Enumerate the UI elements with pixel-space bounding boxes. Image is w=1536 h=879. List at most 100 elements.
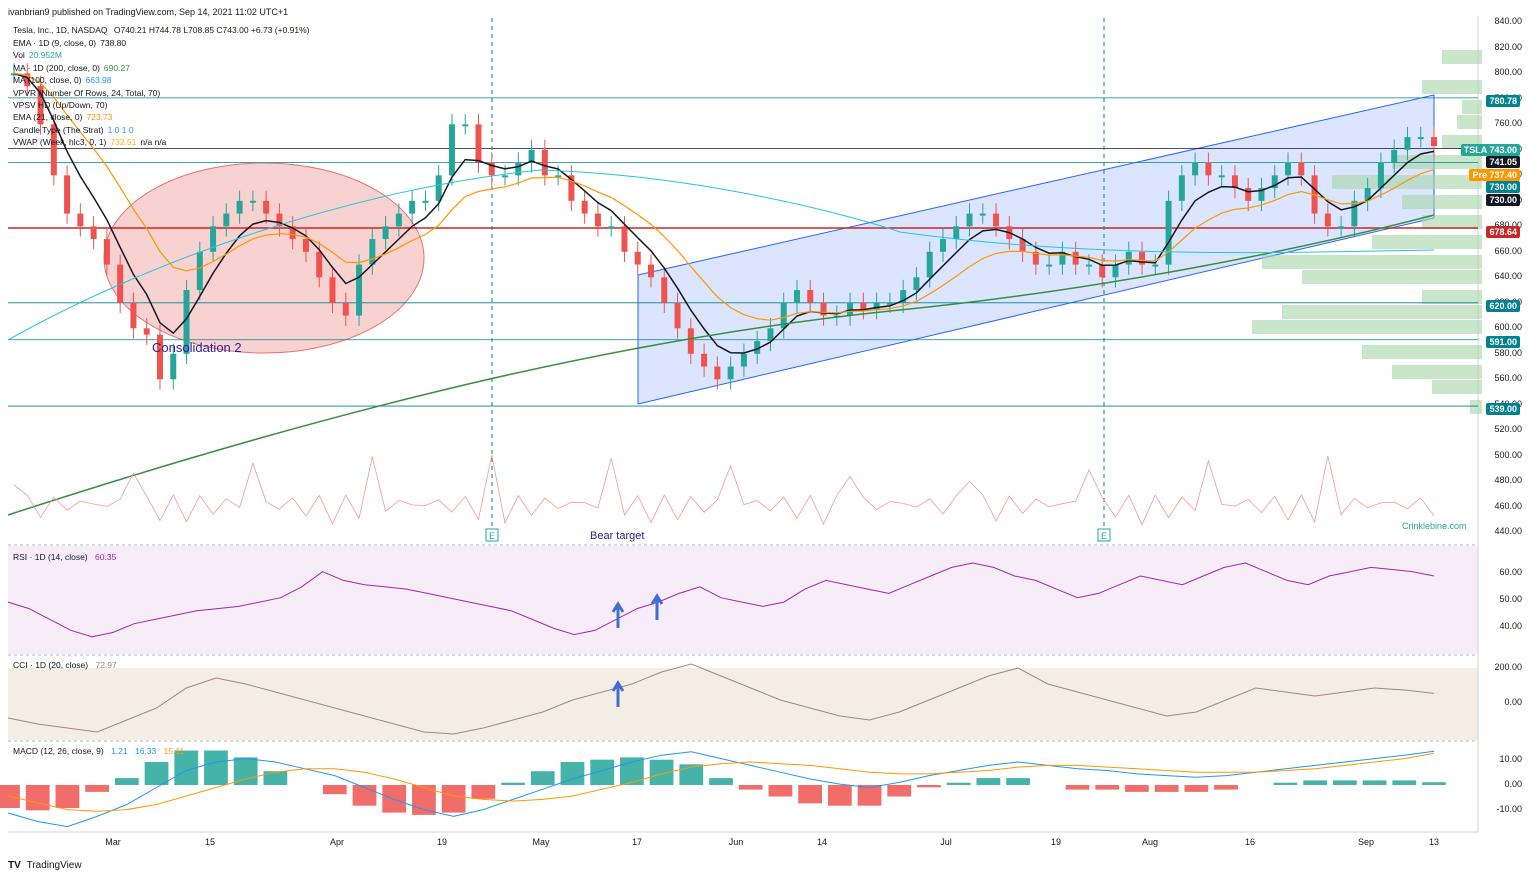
macd-histogram-bar xyxy=(1006,778,1030,785)
macd-histogram-bar xyxy=(114,778,139,785)
macd-histogram-bar xyxy=(1273,782,1298,785)
up-arrow-icon xyxy=(611,680,625,707)
legend-value: 663.98 xyxy=(85,75,112,86)
candle-body xyxy=(754,341,761,354)
macd-histogram-bar xyxy=(887,785,912,797)
candle-body xyxy=(183,290,190,354)
price-tick-label: 520.00 xyxy=(1494,424,1522,435)
candle-body xyxy=(409,200,416,214)
macd-histogram-bar xyxy=(798,785,823,804)
volume-profile-bar xyxy=(1422,80,1482,94)
legend-item[interactable]: MA · 1D (200, close, 0) 690.27 xyxy=(13,62,130,74)
macd-histogram-bar xyxy=(946,782,971,785)
candle-body xyxy=(555,175,562,178)
candle-body xyxy=(648,264,655,278)
legend-item[interactable]: VPSV HD (Up/Down, 70) xyxy=(13,99,111,111)
tradingview-brand[interactable]: TV TradingView xyxy=(8,860,82,871)
candle-body xyxy=(860,302,867,310)
candle-body xyxy=(1072,251,1079,265)
macd-histogram-bar xyxy=(1065,785,1090,790)
macd-legend[interactable]: MACD (12, 26, close, 9) 1.21 16.33 15.11 xyxy=(13,746,184,756)
macd-histogram-bar xyxy=(1154,785,1179,792)
legend-item[interactable]: VWAP (Week, hlc3, 0, 1) 732.51 n/a n/a xyxy=(13,136,166,148)
price-tick-label: 500.00 xyxy=(1494,449,1522,460)
macd-histogram-bar xyxy=(144,762,169,785)
macd-histogram-bar xyxy=(204,750,228,785)
pane-tick-label: 0.00 xyxy=(1504,697,1522,707)
candle-body xyxy=(714,366,721,380)
candle-body xyxy=(886,302,893,305)
candle-body xyxy=(462,124,469,127)
candle-body xyxy=(11,73,17,76)
legend-item[interactable]: EMA · 1D (9, close, 0) 738.80 xyxy=(13,37,126,49)
macd-histogram-bar xyxy=(1184,785,1209,792)
legend-item[interactable]: VPVR (Number Of Rows, 24, Total, 70) xyxy=(13,87,164,99)
candle-body xyxy=(263,200,270,214)
symbol-legend[interactable]: Tesla, Inc., 1D, NASDAQ O740.21 H744.78 … xyxy=(13,24,310,36)
candle-body xyxy=(594,213,601,227)
candle-body xyxy=(1046,264,1053,267)
macd-histogram-bar xyxy=(352,785,377,806)
macd-histogram-bar xyxy=(85,785,110,792)
pane-tick-label: 200.00 xyxy=(1494,662,1522,672)
candle-body xyxy=(196,251,203,291)
candle-body xyxy=(502,175,509,178)
time-tick-label: Sep xyxy=(1357,837,1375,847)
volume-line xyxy=(13,455,1435,526)
time-tick-label: 19 xyxy=(436,837,448,847)
macd-signal-line xyxy=(7,752,1435,812)
macd-histogram-bar xyxy=(1095,785,1120,790)
legend-item[interactable]: MA (100, close, 0) 663.98 xyxy=(13,74,112,86)
pane-tick-label: 60.00 xyxy=(1499,567,1522,577)
legend-item[interactable]: Vol 20.952M xyxy=(13,49,62,61)
macd-histogram-bar xyxy=(649,759,674,785)
legend-item[interactable]: EMA (21, close, 0) 723.73 xyxy=(13,111,112,123)
legend-value: 738.80 xyxy=(100,38,127,48)
price-tick-label: 580.00 xyxy=(1494,347,1522,358)
macd-histogram-bar xyxy=(322,785,347,795)
candle-body xyxy=(581,200,588,214)
candle-body xyxy=(382,226,389,240)
legend-label: MA (100, close, 0) xyxy=(13,75,82,86)
candle-body xyxy=(316,251,323,278)
candle-body xyxy=(342,302,349,316)
rsi-pane-bg xyxy=(8,546,1478,654)
candle-body xyxy=(395,213,402,227)
macd-histogram-bar xyxy=(1362,780,1387,785)
macd-histogram-bar xyxy=(530,771,555,785)
price-tag: 780.78 xyxy=(1486,95,1520,107)
cci-legend[interactable]: CCI · 1D (20, close) 72.97 xyxy=(13,660,117,670)
candle-body xyxy=(435,175,442,201)
time-tick-label: 15 xyxy=(204,837,216,847)
up-arrow-icon xyxy=(611,601,625,628)
time-tick-label: May xyxy=(532,837,550,847)
rsi-legend[interactable]: RSI · 1D (14, close) 60.35 xyxy=(13,552,116,562)
candle-body xyxy=(210,226,217,252)
time-tick-label: Jun xyxy=(728,837,744,847)
legend-value: 723.73 xyxy=(86,112,113,123)
candle-body xyxy=(993,213,1000,227)
time-tick-label: Jul xyxy=(940,837,952,847)
macd-histogram-bar xyxy=(1332,780,1357,785)
macd-histogram-bar xyxy=(619,757,644,785)
publisher-line: ivanbrian9 published on TradingView.com,… xyxy=(8,7,289,17)
up-arrow-icon xyxy=(650,593,664,620)
legend-label: EMA · 1D (9, close, 0) xyxy=(13,38,97,48)
price-tick-label: 560.00 xyxy=(1494,373,1522,384)
volume-profile-bar xyxy=(1302,270,1482,284)
macd-value-2: 16.33 xyxy=(135,746,157,756)
price-tick-label: 600.00 xyxy=(1494,322,1522,333)
legend-item[interactable]: Candle Type (The Strat) 1 0 1 0 xyxy=(13,124,134,136)
volume-profile-bar xyxy=(1432,380,1482,394)
candle-body xyxy=(1338,226,1345,229)
price-tick-label: 760.00 xyxy=(1494,118,1522,129)
candle-body xyxy=(1205,162,1212,176)
pane-tick-label: 50.00 xyxy=(1499,594,1522,604)
earnings-icon xyxy=(485,528,499,542)
volume-profile-bar xyxy=(1372,235,1482,249)
candle-body xyxy=(1059,251,1066,265)
candle-body xyxy=(156,334,163,380)
macd-histogram-bar xyxy=(263,771,288,785)
candle-body xyxy=(1351,200,1358,227)
